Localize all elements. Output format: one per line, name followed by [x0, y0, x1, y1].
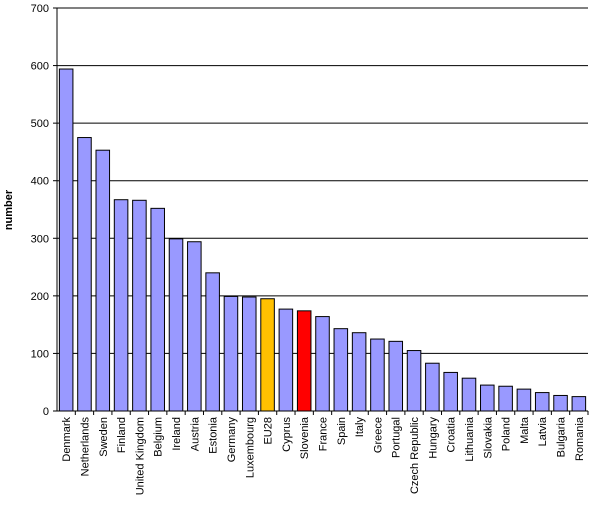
- x-tick-label: Greece: [372, 417, 384, 453]
- bar-germany: [223, 295, 239, 412]
- x-tick-label: Cyprus: [281, 417, 293, 452]
- x-tick-label: EU28: [263, 417, 275, 445]
- x-tick-label: Austria: [189, 416, 201, 451]
- bar-united-kingdom: [132, 199, 147, 412]
- bar-czech-republic: [406, 350, 422, 412]
- y-tick-label: 300: [31, 233, 49, 245]
- y-tick-label: 700: [31, 3, 49, 15]
- bar-sweden: [95, 149, 111, 412]
- x-tick-label: Germany: [226, 417, 238, 463]
- bar-romania: [571, 396, 587, 412]
- x-tick-label: United Kingdom: [134, 417, 146, 495]
- bar-slovakia: [480, 384, 495, 412]
- bar-cyprus: [278, 308, 294, 412]
- x-tick-label: Spain: [336, 417, 348, 445]
- x-tick-label: Slovakia: [482, 416, 494, 458]
- bar-ireland: [168, 238, 184, 412]
- x-tick-label: Portugal: [391, 417, 403, 458]
- x-tick-label: France: [318, 417, 330, 451]
- x-tick-label: Sweden: [98, 417, 110, 457]
- y-tick-labels: 0 100 200 300 400 500 600 700: [31, 3, 57, 418]
- bar-slovenia: [296, 310, 312, 412]
- x-tick-label: Ireland: [171, 417, 183, 451]
- bar-malta: [516, 388, 532, 412]
- x-tick-label: Czech Republic: [409, 417, 421, 495]
- bar-finland: [113, 199, 129, 412]
- y-tick-label: 600: [31, 61, 49, 73]
- x-tick-label: Belgium: [153, 417, 165, 457]
- x-tick-label: Latvia: [537, 416, 549, 446]
- x-tick-label: Bulgaria: [556, 416, 568, 457]
- y-tick-label: 100: [31, 348, 49, 360]
- bar-denmark: [58, 68, 74, 412]
- y-tick-label: 400: [31, 176, 49, 188]
- x-tick-label: Romania: [574, 416, 586, 461]
- x-tick-label: Lithuania: [464, 416, 476, 462]
- bar-lithuania: [461, 377, 477, 412]
- bar-spain: [333, 328, 349, 412]
- bar-austria: [187, 241, 202, 412]
- x-tick-label: Poland: [501, 417, 513, 451]
- y-tick-label: 500: [31, 118, 49, 130]
- x-tick-label: Malta: [519, 416, 531, 444]
- axes: [56, 8, 588, 412]
- y-tick-label: 200: [31, 291, 49, 303]
- bar-hungary: [425, 362, 440, 412]
- bar-luxembourg: [241, 296, 257, 412]
- x-tick-label: Luxembourg: [244, 417, 256, 478]
- x-tick-label: Estonia: [208, 416, 220, 454]
- x-tick-label: Italy: [354, 417, 366, 438]
- bar-latvia: [534, 392, 550, 412]
- bar-greece: [370, 338, 385, 412]
- bar-eu28: [260, 298, 275, 412]
- x-tick-label: Netherlands: [79, 417, 91, 477]
- bar-france: [315, 316, 330, 412]
- bars: [58, 68, 587, 412]
- bar-estonia: [205, 272, 220, 412]
- bar-poland: [498, 385, 513, 412]
- x-tick-label: Finland: [116, 417, 128, 453]
- bar-belgium: [150, 207, 165, 412]
- y-axis-title: number: [3, 189, 15, 230]
- bar-italy: [351, 332, 367, 412]
- x-tick-label: Hungary: [427, 417, 439, 459]
- bar-netherlands: [77, 137, 92, 412]
- x-tick-label: Denmark: [61, 417, 73, 462]
- bar-portugal: [388, 340, 404, 412]
- bar-bulgaria: [553, 394, 568, 412]
- x-tick-label: Slovenia: [299, 416, 311, 459]
- x-tick-label: Croatia: [446, 416, 458, 452]
- x-tick-labels: Denmark Netherlands Sweden Finland United Ki…: [61, 411, 589, 495]
- bar-croatia: [443, 371, 458, 412]
- y-tick-label: 0: [43, 406, 49, 418]
